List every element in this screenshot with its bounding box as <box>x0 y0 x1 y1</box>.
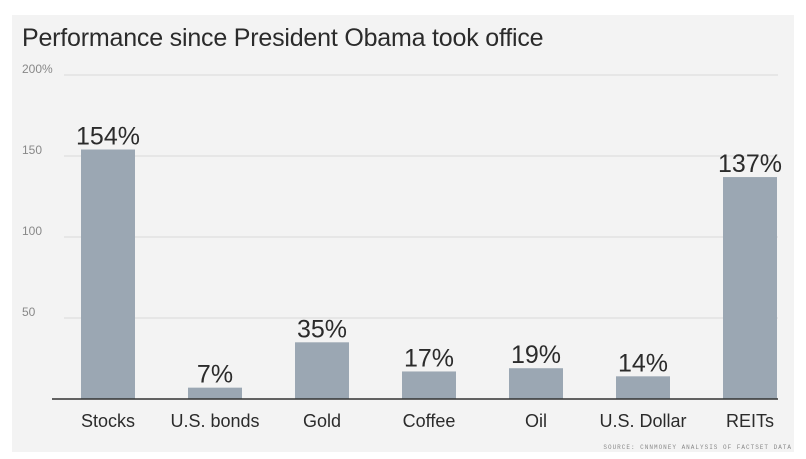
bar <box>81 149 135 399</box>
source-note: SOURCE: CNNMONEY ANALYSIS OF FACTSET DAT… <box>603 444 792 451</box>
bar <box>295 342 349 399</box>
gridlines <box>64 74 778 319</box>
x-axis-ticks: Stocks U.S. bonds Gold Coffee Oil U.S. Dollar… <box>81 411 774 431</box>
y-axis-ticks: 50 100 150 200% <box>22 62 53 319</box>
data-label: 35% <box>297 315 347 343</box>
x-tick-label: REITs <box>726 411 774 431</box>
bar <box>188 387 242 399</box>
x-tick-label: Coffee <box>403 411 456 431</box>
y-tick-label: 100 <box>22 224 42 238</box>
data-label: 137% <box>718 150 782 178</box>
y-tick-label: 200% <box>22 62 53 76</box>
bar <box>723 177 777 399</box>
data-label: 7% <box>197 361 233 389</box>
data-label: 154% <box>76 123 140 151</box>
chart-title: Performance since President Obama took o… <box>22 24 544 52</box>
data-label: 19% <box>511 341 561 369</box>
x-tick-label: U.S. Dollar <box>599 411 686 431</box>
y-tick-label: 150 <box>22 143 42 157</box>
bar <box>509 368 563 399</box>
data-label: 17% <box>404 344 454 372</box>
x-tick-label: Gold <box>303 411 341 431</box>
x-tick-label: U.S. bonds <box>170 411 259 431</box>
bars <box>81 149 777 399</box>
x-tick-label: Stocks <box>81 411 135 431</box>
x-tick-label: Oil <box>525 411 547 431</box>
data-labels: 154% 7% 35% 17% 19% 14% 137% <box>76 123 782 389</box>
bar <box>616 376 670 399</box>
bar <box>402 371 456 399</box>
y-tick-label: 50 <box>22 305 36 319</box>
data-label: 14% <box>618 349 668 377</box>
